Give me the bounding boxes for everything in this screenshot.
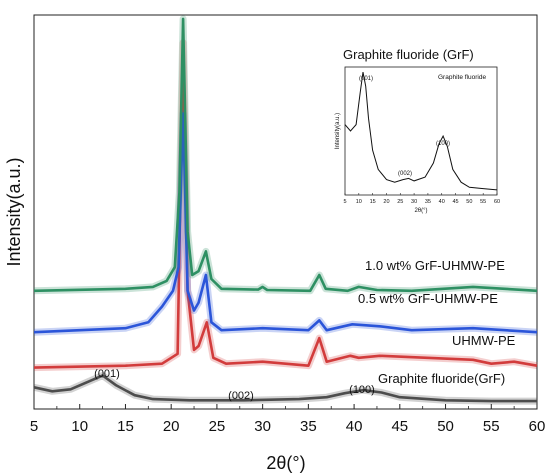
series-label-uhmwpe: UHMW-PE [452,333,516,348]
inset-x-ticks: 5 10 15 20 25 30 35 40 45 50 55 60 [343,193,500,205]
inset-x-tick-label: 60 [494,199,500,205]
main-x-ticks: 5 10 15 20 25 30 35 40 45 50 55 60 [30,404,546,435]
inset-series-line [344,72,498,191]
x-tick-label: 30 [254,418,271,435]
inset-x-tick-label: 20 [383,199,389,205]
x-axis-label: 2θ(°) [266,453,305,473]
inset-legend: Graphite fluoride [438,74,486,81]
inset-x-tick-label: 5 [343,199,346,205]
inset-x-tick-label: 35 [425,199,431,205]
inset-x-tick-label: 10 [356,199,362,205]
main-series-group [33,15,538,405]
inset-title: Graphite fluoride (GrF) [343,47,474,62]
inset-x-tick-label: 30 [411,199,417,205]
inset-x-tick-label: 25 [397,199,403,205]
inset-x-tick-label: 45 [452,199,458,205]
x-tick-label: 35 [300,418,317,435]
x-tick-label: 25 [209,418,226,435]
x-tick-label: 20 [163,418,180,435]
x-tick-label: 40 [346,418,363,435]
series-label-1wt: 1.0 wt% GrF-UHMW-PE [365,258,505,273]
series-line-1wt [33,17,538,293]
inset-frame [344,66,498,196]
series-line-grf [33,374,537,403]
peak-label-001: (001) [94,368,120,380]
x-tick-label: 50 [437,418,454,435]
inset-x-tick-label: 55 [480,199,486,205]
inset-peak-label-002: (002) [398,171,412,177]
inset-peak-label-100: (100) [436,141,450,147]
x-tick-label: 45 [391,418,408,435]
peak-label-002: (002) [228,390,254,402]
series-line-05wt [33,112,538,334]
x-tick-label: 55 [483,418,500,435]
x-tick-label: 15 [117,418,134,435]
inset-x-tick-label: 15 [370,199,376,205]
y-axis-label: Intensity(a.u.) [4,157,24,266]
series-label-05wt: 0.5 wt% GrF-UHMW-PE [358,291,498,306]
x-tick-label: 10 [71,418,88,435]
inset-peak-label-001: (001) [359,76,373,82]
inset-y-axis-label: Intensity(a.u.) [335,113,341,149]
inset-series-group [344,72,498,191]
inset-x-axis-label: 2θ(°) [414,208,427,214]
inset-x-tick-label: 40 [439,199,445,205]
inset-chart: Graphite fluoride (GrF) 5 10 15 20 25 30 35 40 4… [335,47,500,214]
peak-label-100: (100) [349,384,375,396]
series-label-grf: Graphite fluoride(GrF) [378,371,505,386]
inset-x-tick-label: 50 [466,199,472,205]
x-tick-label: 5 [30,418,38,435]
x-tick-label: 60 [529,418,546,435]
